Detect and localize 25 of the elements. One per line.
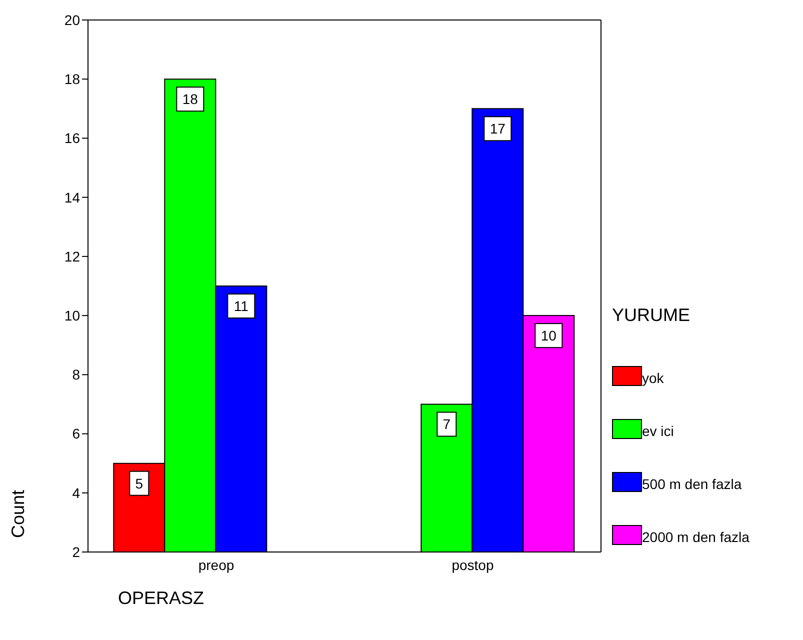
x-axis-title: OPERASZ bbox=[118, 588, 204, 609]
legend-label: 500 m den fazla bbox=[642, 476, 742, 492]
y-tick-label: 18 bbox=[64, 71, 80, 88]
data-label: 17 bbox=[490, 120, 506, 137]
data-label: 7 bbox=[442, 416, 451, 432]
y-tick-label: 16 bbox=[64, 130, 80, 146]
legend-label: yok bbox=[642, 370, 664, 386]
y-tick-label: 4 bbox=[72, 484, 80, 501]
data-label: 10 bbox=[540, 328, 557, 344]
y-tick-label: 20 bbox=[64, 12, 80, 28]
legend-title: YURUME bbox=[612, 305, 692, 326]
y-tick-label: 2 bbox=[72, 544, 80, 560]
y-tick-label: 14 bbox=[64, 189, 80, 206]
legend-label: 2000 m den fazla bbox=[642, 529, 750, 545]
x-tick-label: preop bbox=[198, 556, 234, 573]
data-label: 11 bbox=[234, 298, 249, 314]
y-tick-label: 8 bbox=[72, 366, 80, 383]
y-tick-label: 12 bbox=[64, 248, 80, 264]
x-tick-label: postop bbox=[452, 556, 494, 573]
legend-label: ev ici bbox=[642, 423, 674, 439]
y-axis-title: Count bbox=[8, 490, 29, 538]
data-label: 18 bbox=[182, 91, 198, 108]
data-label: 5 bbox=[135, 475, 144, 492]
y-tick-label: 6 bbox=[72, 426, 80, 442]
y-tick-label: 10 bbox=[64, 308, 80, 324]
